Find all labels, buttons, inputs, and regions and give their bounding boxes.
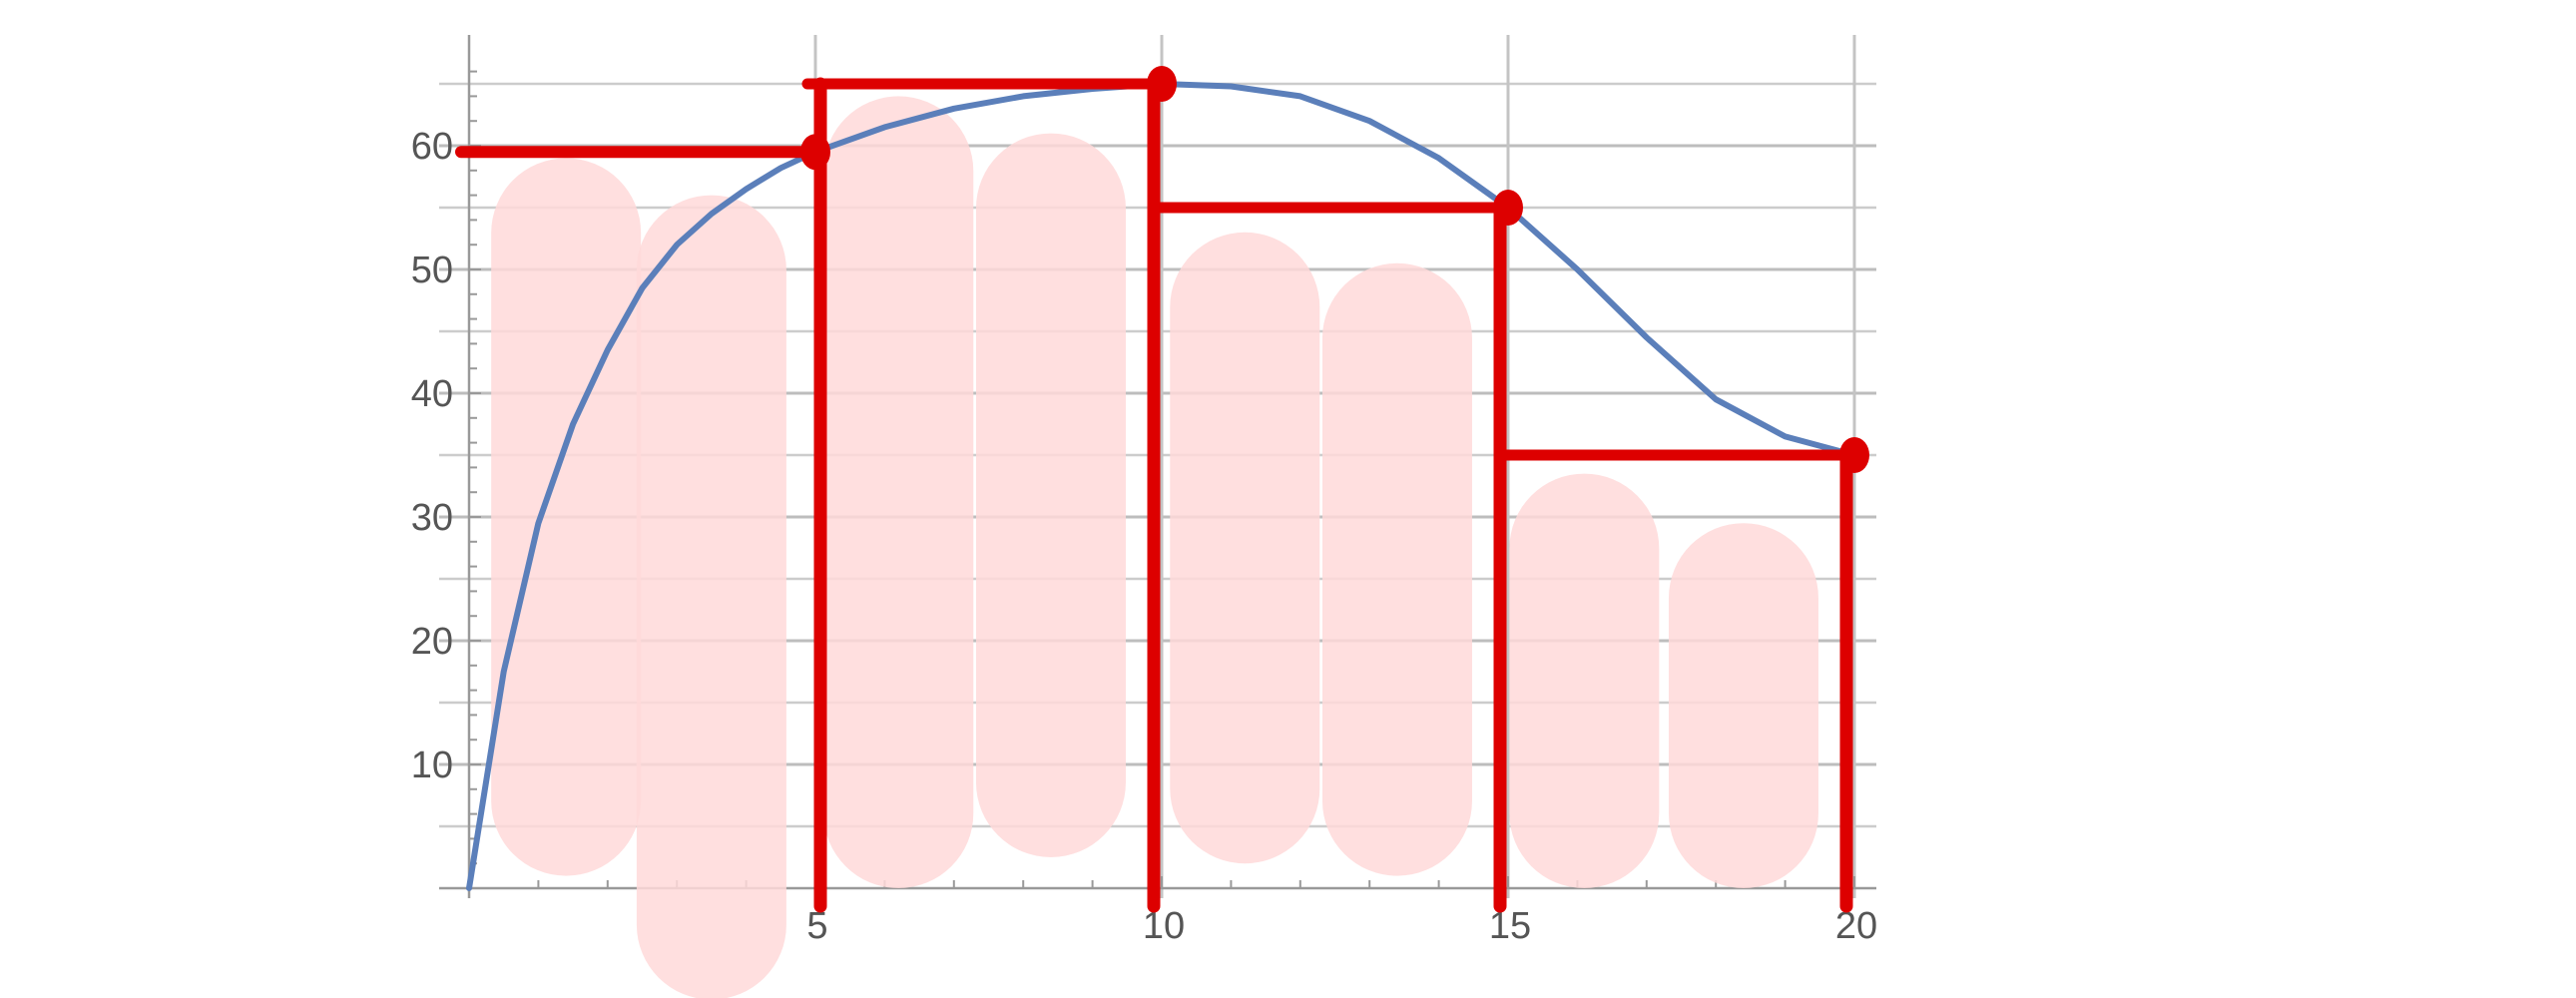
x-tick-label: 20: [1835, 905, 1877, 947]
y-tick-label: 40: [411, 373, 453, 415]
y-tick-label: 60: [411, 126, 453, 168]
shaded-region-stroke: [1668, 523, 1818, 888]
x-tick-label: 5: [806, 905, 827, 947]
shaded-region-stroke: [1509, 473, 1660, 888]
y-tick-label: 30: [411, 497, 453, 539]
shaded-region-stroke: [636, 195, 786, 998]
shaded-region-stroke: [823, 96, 974, 888]
shaded-region-stroke: [975, 133, 1126, 858]
y-tick-label: 10: [411, 745, 453, 786]
x-tick-label: 15: [1489, 905, 1531, 947]
shaded-region-stroke: [1321, 262, 1472, 876]
x-tick-label: 10: [1143, 905, 1185, 947]
marked-point: [1839, 437, 1869, 473]
marked-point: [1147, 66, 1177, 102]
marked-point: [1493, 190, 1523, 226]
shaded-region-stroke: [1170, 232, 1320, 864]
marked-point: [800, 134, 830, 171]
shaded-region-stroke: [491, 158, 642, 876]
y-tick-label: 20: [411, 621, 453, 663]
function-curve: [466, 81, 1857, 891]
y-tick-label: 50: [411, 250, 453, 291]
